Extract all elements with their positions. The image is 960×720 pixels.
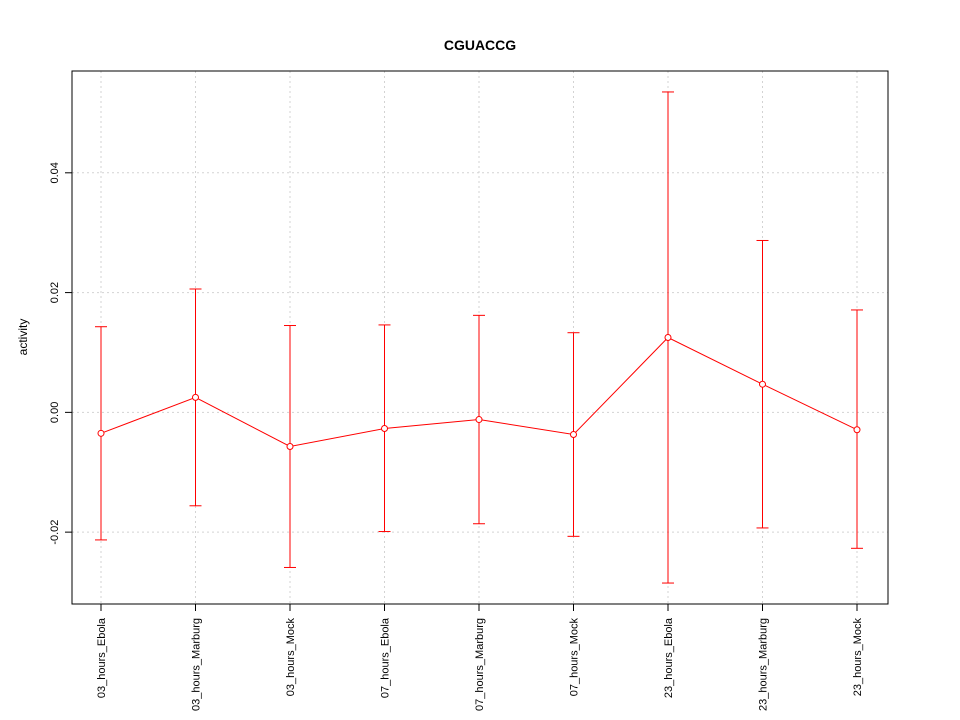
- y-tick-label: 0.02: [49, 282, 61, 303]
- x-axis: 03_hours_Ebola 03_hours_Marburg 03_hours_M…: [96, 603, 864, 711]
- data-point: [97, 429, 105, 437]
- data-point: [664, 334, 672, 341]
- x-tick-label: 03_hours_Ebola: [96, 617, 108, 698]
- x-tick-label: 07_hours_Ebola: [380, 617, 392, 698]
- data-point: [853, 426, 861, 434]
- y-tick-label: 0.04: [49, 162, 61, 183]
- x-tick-label: 23_hours_Mock: [852, 618, 864, 697]
- y-axis: -0.02 0.00 0.02 0.04: [49, 162, 72, 545]
- data-point: [381, 425, 388, 433]
- data-point: [570, 431, 577, 439]
- x-tick-label: 23_hours_Marburg: [758, 618, 770, 711]
- x-tick-label: 03_hours_Marburg: [191, 618, 203, 711]
- x-tick-label: 07_hours_Mock: [569, 618, 581, 697]
- x-tick-label: 03_hours_Mock: [285, 618, 297, 697]
- x-tick-label: 23_hours_Ebola: [663, 617, 675, 698]
- error-bars: [95, 91, 863, 584]
- data-point: [759, 380, 766, 388]
- y-tick-label: 0.00: [49, 402, 61, 423]
- data-point: [192, 393, 199, 401]
- x-tick-label: 07_hours_Marburg: [474, 618, 486, 711]
- y-tick-label: -0.02: [49, 520, 61, 545]
- chart-title: CGUACCG: [444, 37, 516, 53]
- data-point: [475, 416, 483, 424]
- data-point: [286, 442, 294, 450]
- data-points: [97, 334, 861, 450]
- y-axis-label: activity: [16, 319, 30, 356]
